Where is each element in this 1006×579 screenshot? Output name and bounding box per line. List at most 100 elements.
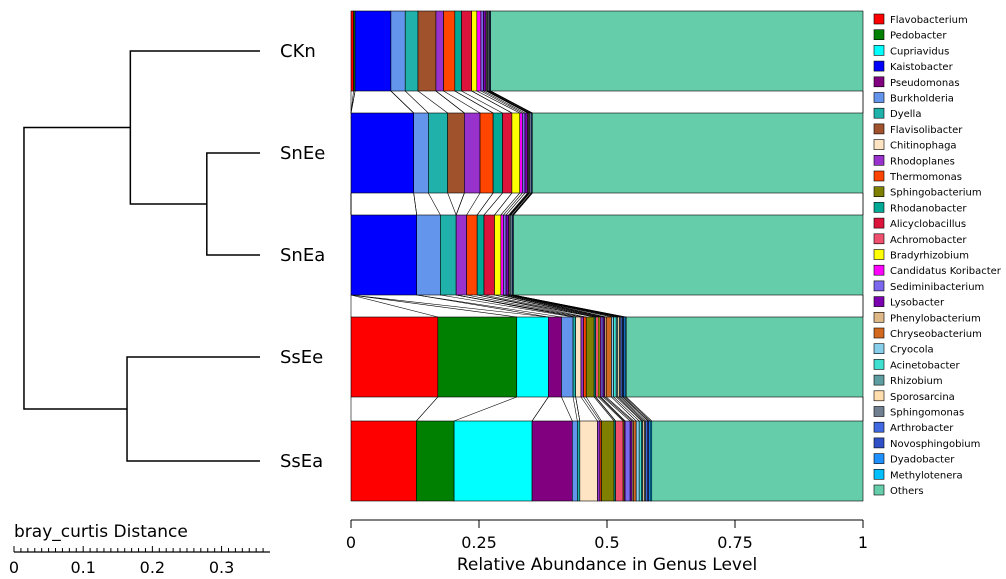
distance-tick-label: 0.3 [209, 558, 234, 577]
connector-line [476, 90, 520, 114]
connector-line [476, 192, 494, 216]
sample-label: SnEa [280, 245, 325, 266]
bar-segment [571, 420, 578, 502]
legend-swatch [873, 92, 885, 103]
connector-line [455, 192, 465, 216]
legend-swatch [873, 421, 885, 433]
bar-segment [611, 316, 614, 398]
bar-segment [479, 112, 494, 194]
legend-label: Achromobacter [890, 235, 967, 246]
connector-line [619, 396, 645, 422]
bar-segment [585, 316, 595, 398]
legend-label: Pedobacter [890, 31, 947, 42]
bar-segment [416, 420, 455, 502]
connector-line [572, 396, 578, 422]
bar-segment [471, 10, 478, 92]
bar-segment [577, 420, 581, 502]
bar-segment [595, 316, 599, 398]
dendrogram: CKn SnEe SnEa SsEe SsEa [23, 41, 325, 472]
dendrogram-branch [23, 126, 131, 410]
connector-line [416, 294, 549, 318]
bar-segment [575, 316, 582, 398]
bar-segment [615, 420, 624, 502]
bar-segment [513, 214, 864, 296]
legend: Flavobacterium Pedobacter Cupriavidus Kaist… [873, 13, 1002, 497]
connector-line [461, 90, 503, 114]
connector-line [613, 396, 640, 422]
connector-line [466, 192, 481, 216]
legend-label: Phenylobacterium [890, 313, 981, 324]
legend-swatch [873, 249, 885, 260]
connector-line [428, 192, 441, 216]
bar-segment [437, 316, 518, 398]
legend-label: Sphingomonas [890, 408, 964, 419]
connector-line [623, 396, 649, 422]
bar-segment [417, 10, 437, 92]
bar-segment [613, 316, 617, 398]
connector-line [611, 396, 637, 422]
connector-line [505, 192, 526, 216]
legend-label: Sediminibacterium [890, 282, 984, 293]
bar-segment [580, 316, 584, 398]
legend-swatch [873, 343, 885, 355]
connector-line [575, 396, 581, 422]
x-tick-label: 1 [858, 533, 868, 552]
legend-label: Chryseobacterium [890, 329, 982, 340]
connector-line [624, 396, 651, 422]
bar-segment [404, 10, 419, 92]
connector-line [617, 396, 643, 422]
legend-swatch [873, 453, 885, 464]
bar-segment [350, 214, 418, 296]
bar-segment [531, 112, 864, 194]
legend-swatch [873, 296, 885, 307]
bar-segment [464, 112, 481, 194]
legend-label: Others [890, 486, 924, 497]
bar-segment [494, 214, 502, 296]
connector-line [513, 192, 533, 216]
bar-segment [645, 420, 649, 502]
connector-line [487, 90, 530, 114]
legend-swatch [873, 186, 885, 197]
legend-swatch [873, 484, 885, 496]
connector-line [616, 396, 642, 422]
connector-line [489, 90, 532, 114]
x-tick-label: 0.25 [461, 533, 497, 552]
bar-segment [466, 214, 478, 296]
x-axis: Relative Abundance in Genus Level 0 0.25 0… [346, 519, 868, 575]
connector-line [600, 396, 626, 422]
connector-line [510, 294, 620, 318]
bar-segment [416, 214, 441, 296]
legend-label: Sporosarcina [890, 392, 955, 403]
bar-segment [483, 214, 495, 296]
connector-line [485, 90, 528, 114]
connector-line [510, 192, 530, 216]
bar-segment [350, 316, 439, 398]
bar-segment [443, 10, 456, 92]
connector-line [508, 192, 528, 216]
legend-swatch [873, 390, 885, 402]
legend-label: Rhodanobacter [890, 203, 967, 214]
x-tick-label: 0 [346, 533, 356, 552]
connector-line [443, 90, 481, 114]
bar-segment [505, 214, 510, 296]
bar-segment [635, 420, 640, 502]
connector-line [480, 90, 523, 114]
dendrogram-branch [129, 50, 260, 205]
connector-line [598, 396, 624, 422]
legend-swatch [873, 359, 885, 370]
connector-line [606, 396, 634, 422]
connector-line [350, 294, 549, 318]
legend-label: Rhizobium [890, 376, 943, 387]
legend-label: Bradyrhizobium [890, 251, 969, 262]
bar-segment [461, 10, 473, 92]
legend-label: Flavisolibacter [890, 125, 963, 136]
connector-line [486, 90, 529, 114]
legend-label: Flavobacterium [890, 15, 968, 26]
legend-label: Thermomonas [889, 172, 962, 183]
bar-segment [490, 10, 864, 92]
bar-segment [350, 420, 417, 502]
bar-segment [579, 420, 598, 502]
sample-label: SsEe [280, 347, 323, 368]
legend-swatch [873, 374, 885, 386]
